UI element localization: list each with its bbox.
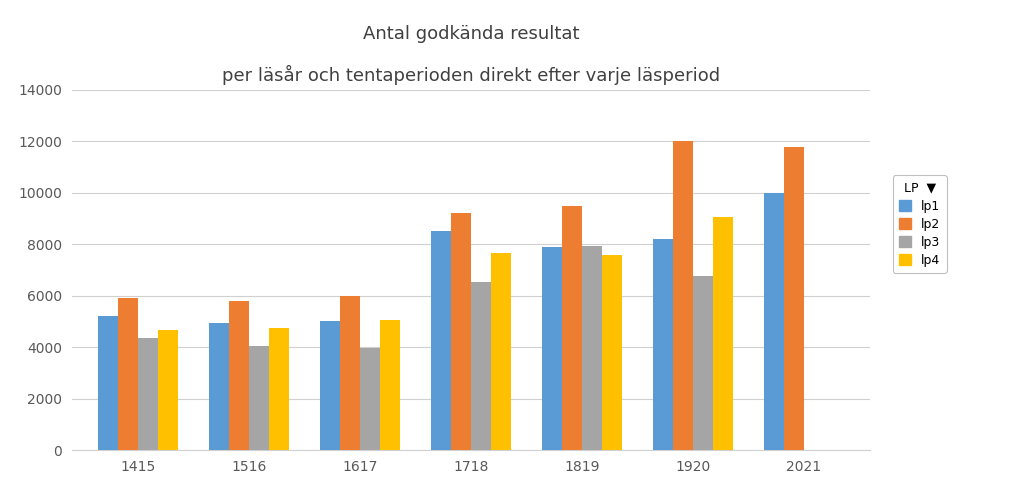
Bar [119, 298, 138, 450]
Bar [764, 193, 784, 450]
Bar [431, 232, 452, 450]
Bar [562, 206, 582, 450]
Legend: lp1, lp2, lp3, lp4: lp1, lp2, lp3, lp4 [893, 176, 947, 273]
Bar [98, 316, 119, 450]
Bar [492, 254, 511, 450]
Bar [542, 247, 562, 450]
Bar [229, 301, 249, 450]
Bar [693, 276, 713, 450]
Bar [249, 346, 269, 450]
Bar [653, 239, 673, 450]
Bar [209, 322, 229, 450]
Text: Antal godkända resultat: Antal godkända resultat [362, 25, 580, 43]
Bar [673, 142, 693, 450]
Bar [138, 338, 158, 450]
Bar [269, 328, 289, 450]
Bar [321, 322, 340, 450]
Bar [360, 348, 380, 450]
Bar [713, 218, 733, 450]
Bar [784, 146, 804, 450]
Bar [582, 246, 602, 450]
Bar [159, 330, 178, 450]
Bar [452, 214, 471, 450]
Text: per läsår och tentaperioden direkt efter varje läsperiod: per läsår och tentaperioden direkt efter… [222, 65, 720, 85]
Bar [340, 296, 360, 450]
Bar [471, 282, 492, 450]
Bar [602, 254, 622, 450]
Bar [380, 320, 400, 450]
